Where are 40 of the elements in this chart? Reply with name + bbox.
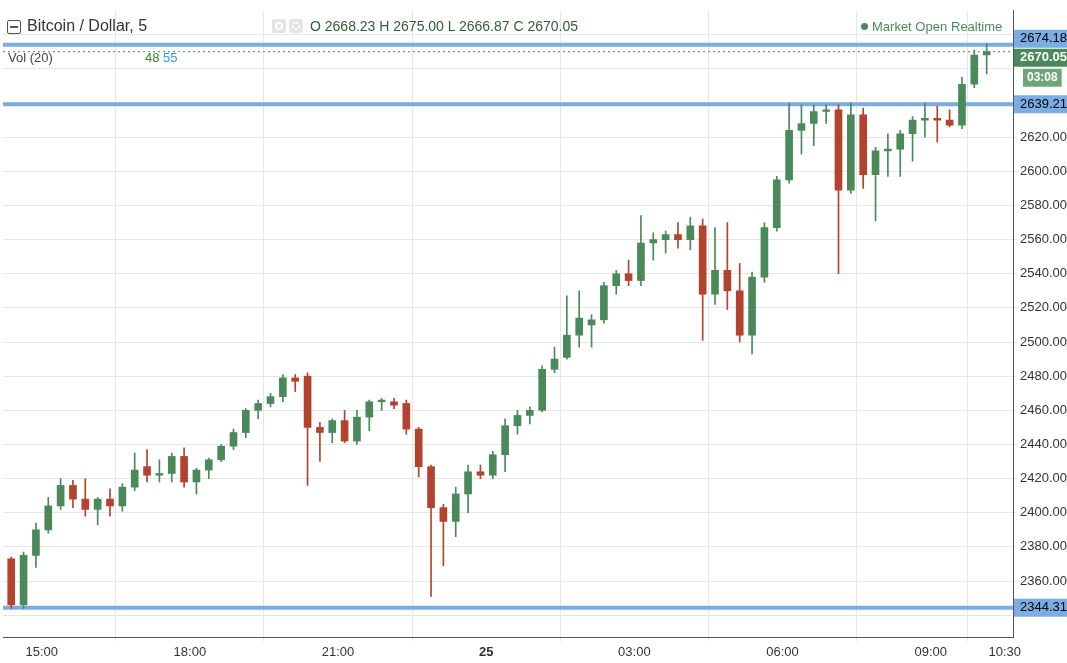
y-tick-label: 2440.00 (1020, 436, 1067, 452)
x-tick-label: 21:00 (321, 643, 355, 659)
annotation: Vol (20) (8, 49, 53, 65)
ref-line-label: 2344.31 (1020, 599, 1067, 615)
y-tick-label: 2500.00 (1020, 333, 1067, 349)
x-tick-label: 15:00 (25, 643, 58, 659)
chart-title: Bitcoin / Dollar, 5 (27, 17, 148, 35)
candlestick (674, 222, 682, 249)
y-tick-label: 2520.00 (1020, 299, 1067, 315)
annotation: 55 (163, 49, 178, 65)
x-tick-label: 25 (478, 643, 494, 659)
ref-line-label: 2670.05 (1020, 49, 1067, 65)
annotation: Market Open (872, 18, 948, 34)
candlestick (649, 232, 658, 261)
y-tick-label: 2460.00 (1020, 401, 1067, 417)
x-tick-label: 10:30 (988, 643, 1022, 659)
y-tick-label: 2560.00 (1020, 231, 1067, 247)
candlestick (106, 488, 114, 517)
annotation: O 2668.23 H 2675.00 L 2666.87 C 2670.05 (310, 17, 579, 34)
y-tick-label: 2600.00 (1020, 162, 1067, 178)
annotation: 48 (145, 49, 160, 65)
y-tick-label: 2620.00 (1020, 128, 1067, 144)
x-tick-label: 03:00 (618, 643, 651, 659)
x-tick-label: 09:00 (914, 643, 947, 659)
x-tick-label: 18:00 (173, 643, 207, 659)
y-tick-label: 2420.00 (1020, 470, 1067, 486)
candlestick (291, 374, 300, 392)
y-tick-label: 2360.00 (1020, 572, 1067, 588)
ref-line-label: 2674.18 (1020, 30, 1067, 46)
y-tick-label: 2400.00 (1020, 504, 1067, 520)
x-tick-label: 06:00 (766, 643, 799, 659)
annotation: Realtime (951, 18, 1003, 34)
text: 03:08 (1027, 69, 1059, 84)
y-tick-label: 2480.00 (1020, 367, 1067, 383)
candlestick (316, 421, 324, 462)
y-tick-label: 2540.00 (1020, 265, 1067, 281)
y-tick-label: 2580.00 (1020, 197, 1067, 213)
y-tick-label: 2380.00 (1020, 538, 1067, 554)
ref-line-label: 2639.21 (1020, 95, 1067, 111)
candlestick (822, 104, 830, 124)
